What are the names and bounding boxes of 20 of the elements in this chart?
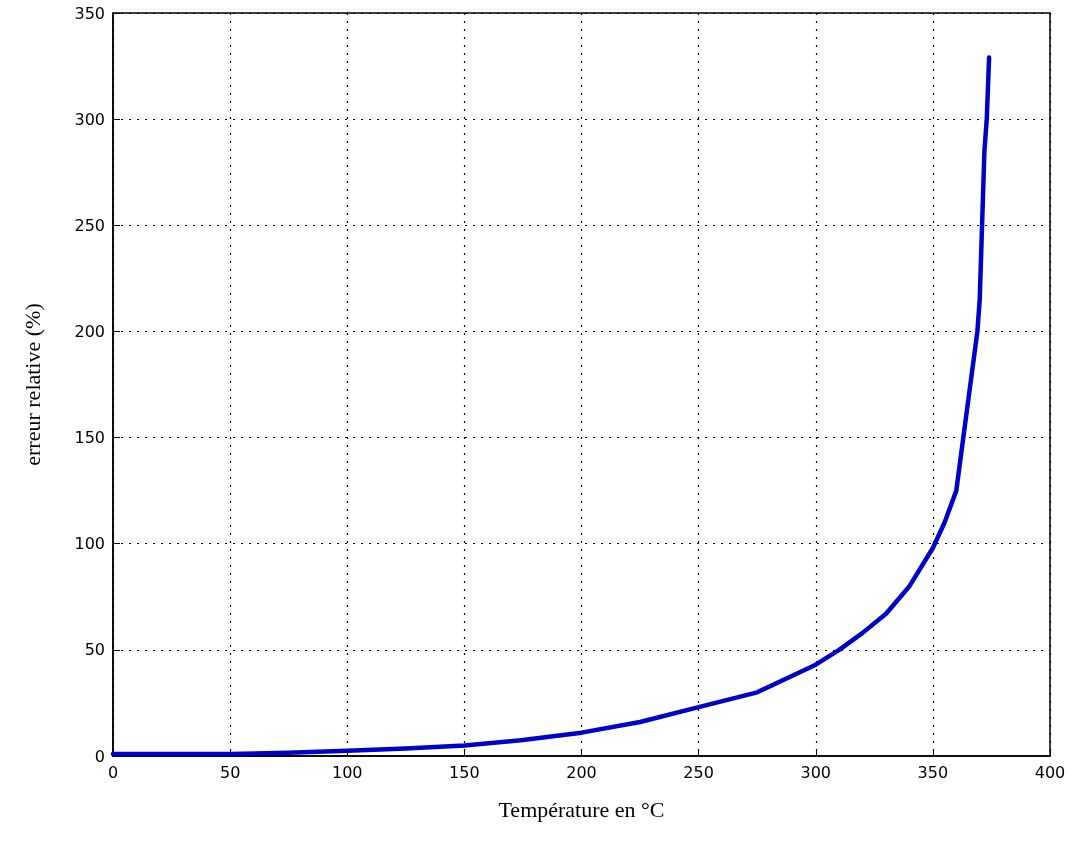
x-tick-label: 50 [219,762,241,782]
x-axis-title: Température en °C [498,796,665,822]
y-tick-label: 350 [74,3,105,23]
x-tick-label: 200 [566,762,597,782]
line-series [110,55,992,757]
x-tick-label: 0 [107,762,119,782]
x-tick-label: 350 [917,762,949,782]
y-tick-label: 150 [74,428,105,448]
y-tick-label: 300 [74,109,105,129]
x-tick-label: 300 [800,762,832,782]
y-tick-label: 0 [94,746,105,766]
x-tick-label: 100 [331,762,363,782]
y-tick-label: 250 [74,215,105,235]
y-tick-label: 100 [74,534,105,554]
x-tick-label: 400 [1034,762,1066,782]
y-tick-label: 50 [84,640,105,660]
x-tick-label: 250 [683,762,714,782]
y-tick-label: 200 [74,321,105,341]
x-tick-label: 150 [449,762,480,782]
y-axis-title: erreur relative (%) [19,303,45,466]
